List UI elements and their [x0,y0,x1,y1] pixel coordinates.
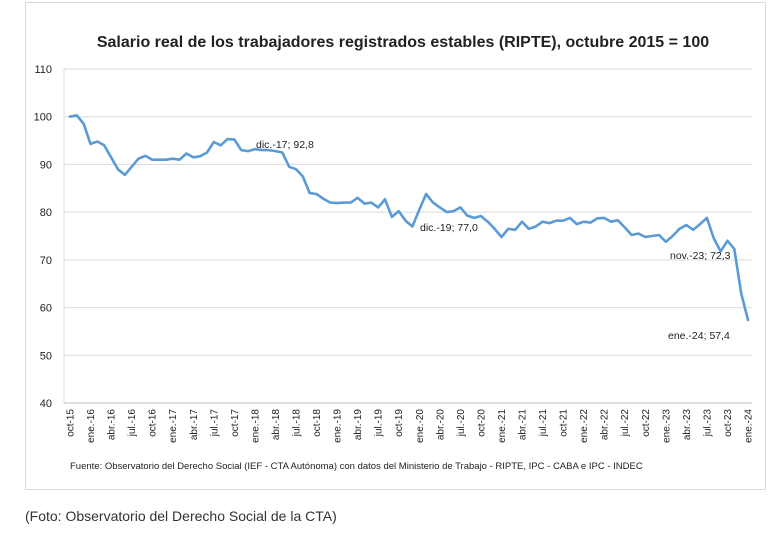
x-tick-label: jul.-17 [209,409,220,438]
y-tick-label: 90 [40,159,52,171]
x-tick-label: oct-21 [559,409,570,437]
x-tick-label: abr.-18 [271,409,282,441]
chart-frame [25,2,766,490]
x-tick-label: oct-22 [641,409,652,437]
y-tick-label: 60 [40,303,52,315]
source-note: Fuente: Observatorio del Derecho Social … [70,461,643,472]
y-tick-label: 40 [40,398,52,410]
y-tick-label: 110 [34,64,52,76]
chart-title: Salario real de los trabajadores registr… [97,34,709,51]
x-tick-label: abr.-21 [518,409,529,441]
data-line [68,114,750,322]
x-tick-label: ene.-16 [86,409,97,443]
x-tick-label: jul.-19 [374,409,385,438]
x-tick-label: ene.-21 [497,409,508,443]
annotation: dic.-19; 77,0 [420,222,478,234]
x-tick-label: oct-20 [476,409,487,437]
x-tick-label: ene.-22 [579,409,590,443]
x-tick-label: ene.-24 [744,409,755,443]
x-tick-label: abr.-16 [107,409,118,441]
x-tick-label: jul.-22 [620,409,631,438]
x-tick-label: oct-23 [723,409,734,437]
x-tick-label: abr.-17 [189,409,200,441]
x-tick-label: oct-19 [394,409,405,437]
x-tick-label: abr.-20 [435,409,446,441]
y-tick-label: 50 [40,350,52,362]
x-tick-label: ene.-18 [250,409,261,443]
x-tick-label: jul.-21 [538,409,549,438]
x-tick-label: jul.-16 [127,409,138,438]
x-tick-label: oct-15 [66,409,77,437]
x-tick-label: abr.-19 [353,409,364,441]
x-tick-label: abr.-23 [682,409,693,441]
x-tick-label: jul.-23 [702,409,713,438]
x-tick-label: abr.-22 [600,409,611,441]
y-tick-label: 80 [40,207,52,219]
x-tick-label: oct-17 [230,409,241,437]
x-tick-label: jul.-18 [292,409,303,438]
y-tick-label: 100 [34,112,52,124]
x-tick-label: oct-16 [148,409,159,437]
annotation: nov.-23; 72,3 [670,250,731,262]
annotation: dic.-17; 92,8 [256,139,314,151]
x-tick-label: ene.-23 [661,409,672,443]
x-tick-label: ene.-17 [168,409,179,443]
x-tick-label: ene.-19 [333,409,344,443]
x-tick-label: jul.-20 [456,409,467,438]
x-tick-label: oct-18 [312,409,323,437]
annotation: ene.-24; 57,4 [668,330,730,342]
x-tick-label: ene.-20 [415,409,426,443]
y-tick-label: 70 [40,255,52,267]
caption: (Foto: Observatorio del Derecho Social d… [25,508,337,524]
